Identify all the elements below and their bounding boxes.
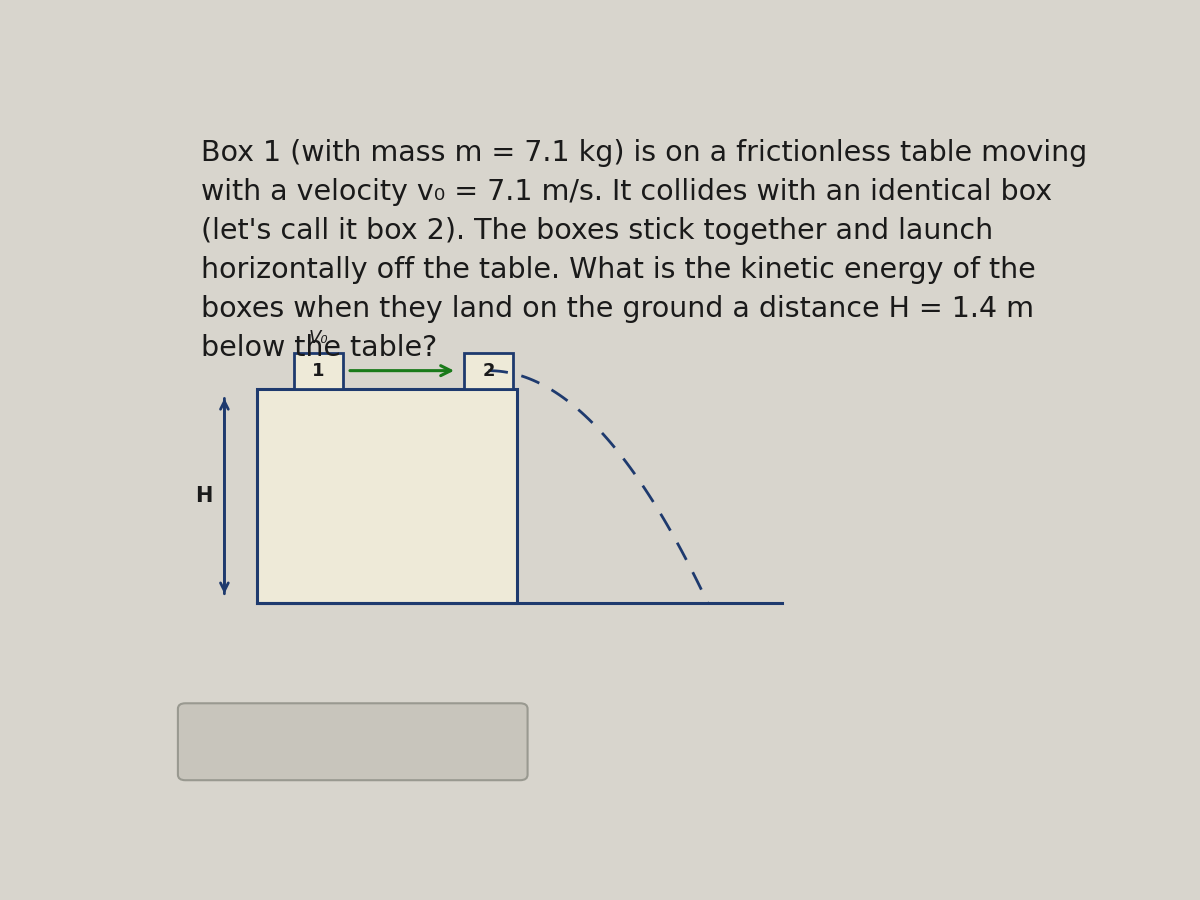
Text: 2: 2 [482, 362, 494, 380]
Text: Box 1 (with mass m = 7.1 kg) is on a frictionless table moving
with a velocity v: Box 1 (with mass m = 7.1 kg) is on a fri… [202, 140, 1087, 362]
Bar [464, 353, 512, 389]
Bar [257, 389, 517, 604]
Text: 1: 1 [312, 362, 324, 380]
Text: V₀: V₀ [308, 329, 328, 347]
Bar [294, 353, 342, 389]
FancyBboxPatch shape [178, 703, 528, 780]
Text: H: H [196, 486, 212, 506]
